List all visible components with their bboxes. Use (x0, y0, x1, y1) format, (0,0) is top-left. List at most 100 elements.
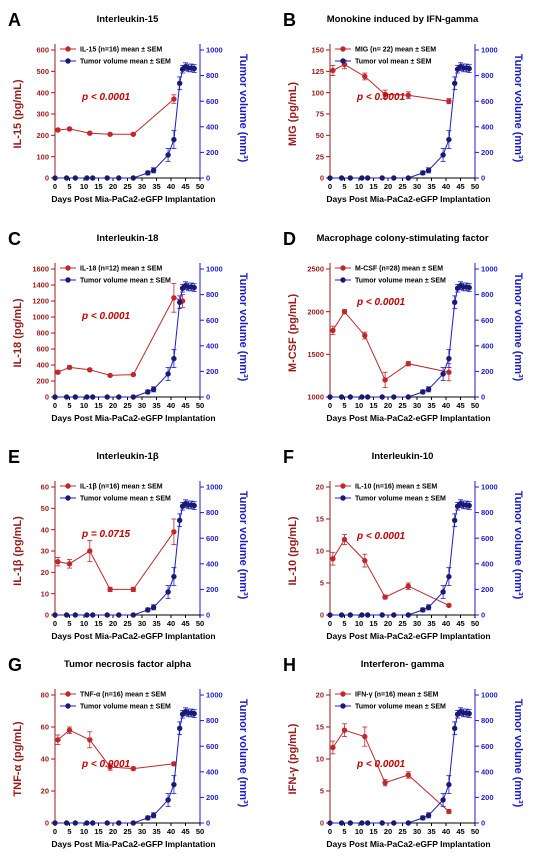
x-tick-label: 5 (67, 401, 71, 410)
x-tick-label: 20 (384, 182, 392, 191)
panel-letter: B (283, 10, 296, 30)
data-point (116, 175, 122, 181)
y-tick-label-left: 1400 (32, 281, 49, 290)
y-axis-label-left: IL-15 (pg/mL) (12, 79, 24, 148)
x-tick-label: 40 (442, 619, 450, 628)
data-point (425, 812, 432, 819)
data-point (177, 725, 183, 731)
legend-marker (65, 277, 71, 283)
y-tick-label-right: 400 (481, 341, 494, 350)
data-point (466, 710, 472, 717)
data-point (145, 607, 151, 613)
chart-title: Interleukin-10 (372, 451, 434, 462)
legend-marker (340, 691, 346, 697)
tumor-volume-series (327, 281, 472, 400)
legend-label: MIG (n= 22) mean ± SEM (355, 47, 436, 54)
data-point (116, 612, 122, 618)
y-tick-label-right: 200 (481, 367, 494, 376)
data-point (171, 96, 177, 102)
data-point (90, 394, 96, 400)
x-tick-label: 20 (109, 401, 117, 410)
panel-letter: F (283, 447, 294, 467)
data-point (130, 131, 136, 137)
data-point (107, 764, 113, 770)
x-tick-label: 40 (442, 182, 450, 191)
x-tick-label: 10 (80, 401, 88, 410)
y-tick-label-right: 600 (206, 534, 219, 543)
data-point (171, 136, 177, 143)
data-point (338, 820, 345, 826)
legend-label: Tumor volume mean ± SEM (80, 59, 171, 66)
data-point (391, 612, 397, 618)
x-tick-label: 20 (384, 619, 392, 628)
y-tick-label-right: 800 (206, 716, 219, 725)
y-tick-label-right: 400 (206, 559, 219, 568)
x-tick-label: 0 (53, 182, 57, 191)
data-point (191, 502, 197, 509)
x-tick-label: 15 (369, 619, 377, 628)
cytokine-series (55, 94, 177, 137)
data-point (171, 781, 177, 788)
y-tick-label-right: 800 (481, 71, 494, 80)
panel-letter: H (283, 655, 296, 675)
x-tick-label: 20 (109, 182, 117, 191)
x-tick-label: 40 (167, 827, 175, 836)
data-point (446, 808, 452, 815)
y-tick-label-right: 1000 (481, 265, 498, 274)
x-tick-label: 50 (471, 401, 479, 410)
cytokine-series (55, 518, 177, 593)
data-point (66, 364, 73, 371)
y-tick-label-left: 10 (316, 755, 324, 764)
chart-svg: D Macrophage colony-stimulating factor100… (283, 229, 524, 423)
p-value-annotation: p < 0.0001 (81, 759, 131, 770)
data-point (452, 299, 458, 305)
data-point (165, 152, 171, 158)
x-tick-label: 45 (456, 827, 464, 836)
y-tick-label-left: 0 (320, 611, 324, 620)
x-tick-label: 30 (413, 619, 421, 628)
x-tick-label: 10 (80, 827, 88, 836)
y-tick-label-left: 800 (36, 329, 49, 338)
y-tick-label-right: 400 (206, 122, 219, 131)
x-tick-label: 15 (369, 182, 377, 191)
tumor-volume-series (327, 62, 472, 181)
chart-title: Macrophage colony-stimulating factor (316, 233, 488, 244)
data-point (452, 517, 458, 523)
legend-label: IL-18 (n=12) mean ± SEM (80, 266, 162, 273)
data-point (405, 175, 411, 181)
data-point (63, 394, 70, 400)
y-tick-label-left: 600 (36, 46, 49, 55)
y-tick-label-right: 400 (481, 559, 494, 568)
legend-label: Tumor volume mean ± SEM (355, 278, 446, 285)
y-tick-label-right: 0 (206, 174, 210, 183)
y-tick-label-left: 15 (316, 723, 324, 732)
data-point (347, 820, 353, 826)
data-point (440, 589, 446, 595)
x-tick-label: 50 (471, 182, 479, 191)
tumor-volume-series (327, 499, 472, 618)
data-point (191, 65, 197, 72)
legend-label: IL-10 (n=16) mean ± SEM (355, 484, 437, 491)
data-point (84, 394, 90, 400)
x-tick-label: 25 (123, 827, 131, 836)
data-point (420, 815, 426, 821)
x-tick-label: 15 (94, 827, 102, 836)
x-tick-label: 20 (384, 827, 392, 836)
y-tick-label-right: 600 (206, 316, 219, 325)
legend-label: Tumor volume mean ± SEM (80, 704, 171, 711)
y-axis-label-left: IL-1β (pg/mL) (12, 516, 24, 586)
y-tick-label-right: 600 (481, 534, 494, 543)
y-tick-label-left: 20 (316, 483, 324, 492)
data-point (391, 820, 397, 826)
legend-marker (65, 691, 71, 697)
data-point (330, 327, 336, 334)
data-point (66, 727, 73, 733)
data-point (104, 612, 110, 618)
x-tick-label: 15 (94, 401, 102, 410)
data-point (171, 761, 177, 767)
y-tick-label-right: 0 (206, 819, 210, 828)
x-tick-label: 0 (328, 619, 332, 628)
data-point (165, 797, 171, 803)
chart-title: Interleukin-1β (96, 451, 158, 462)
x-tick-label: 35 (152, 619, 160, 628)
